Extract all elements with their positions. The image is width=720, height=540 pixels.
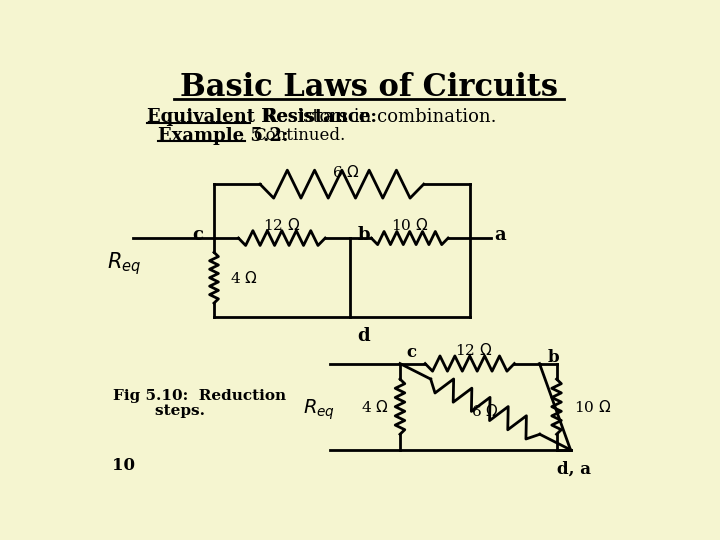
- Text: Resistors in combination.: Resistors in combination.: [264, 108, 497, 126]
- Text: Equivalent Resistance:: Equivalent Resistance:: [147, 108, 377, 126]
- Text: c: c: [192, 226, 203, 244]
- Text: a: a: [495, 226, 506, 244]
- Text: 4 $\Omega$: 4 $\Omega$: [230, 269, 257, 286]
- Text: c: c: [406, 345, 416, 361]
- Text: $R_{eq}$: $R_{eq}$: [303, 397, 336, 422]
- Text: b: b: [357, 226, 370, 244]
- Text: 4 $\Omega$: 4 $\Omega$: [361, 399, 389, 415]
- Text: d, a: d, a: [557, 461, 591, 477]
- Text: Continued.: Continued.: [253, 127, 345, 144]
- Text: 10 $\Omega$: 10 $\Omega$: [574, 399, 611, 415]
- Text: Fig 5.10:  Reduction: Fig 5.10: Reduction: [113, 389, 287, 403]
- Text: 10 $\Omega$: 10 $\Omega$: [391, 217, 428, 233]
- Text: 6 $\Omega$: 6 $\Omega$: [332, 164, 359, 180]
- Text: 12 $\Omega$: 12 $\Omega$: [263, 217, 300, 233]
- Text: Example 5.2:: Example 5.2:: [158, 127, 289, 145]
- Text: steps.: steps.: [113, 404, 205, 418]
- Text: Basic Laws of Circuits: Basic Laws of Circuits: [180, 72, 558, 103]
- Text: 12 $\Omega$: 12 $\Omega$: [455, 342, 492, 357]
- Text: b: b: [547, 349, 559, 366]
- Text: 10: 10: [112, 457, 135, 474]
- Text: $R_{eq}$: $R_{eq}$: [107, 250, 141, 277]
- Text: d: d: [357, 327, 370, 345]
- Text: 6 $\Omega$: 6 $\Omega$: [472, 403, 499, 419]
